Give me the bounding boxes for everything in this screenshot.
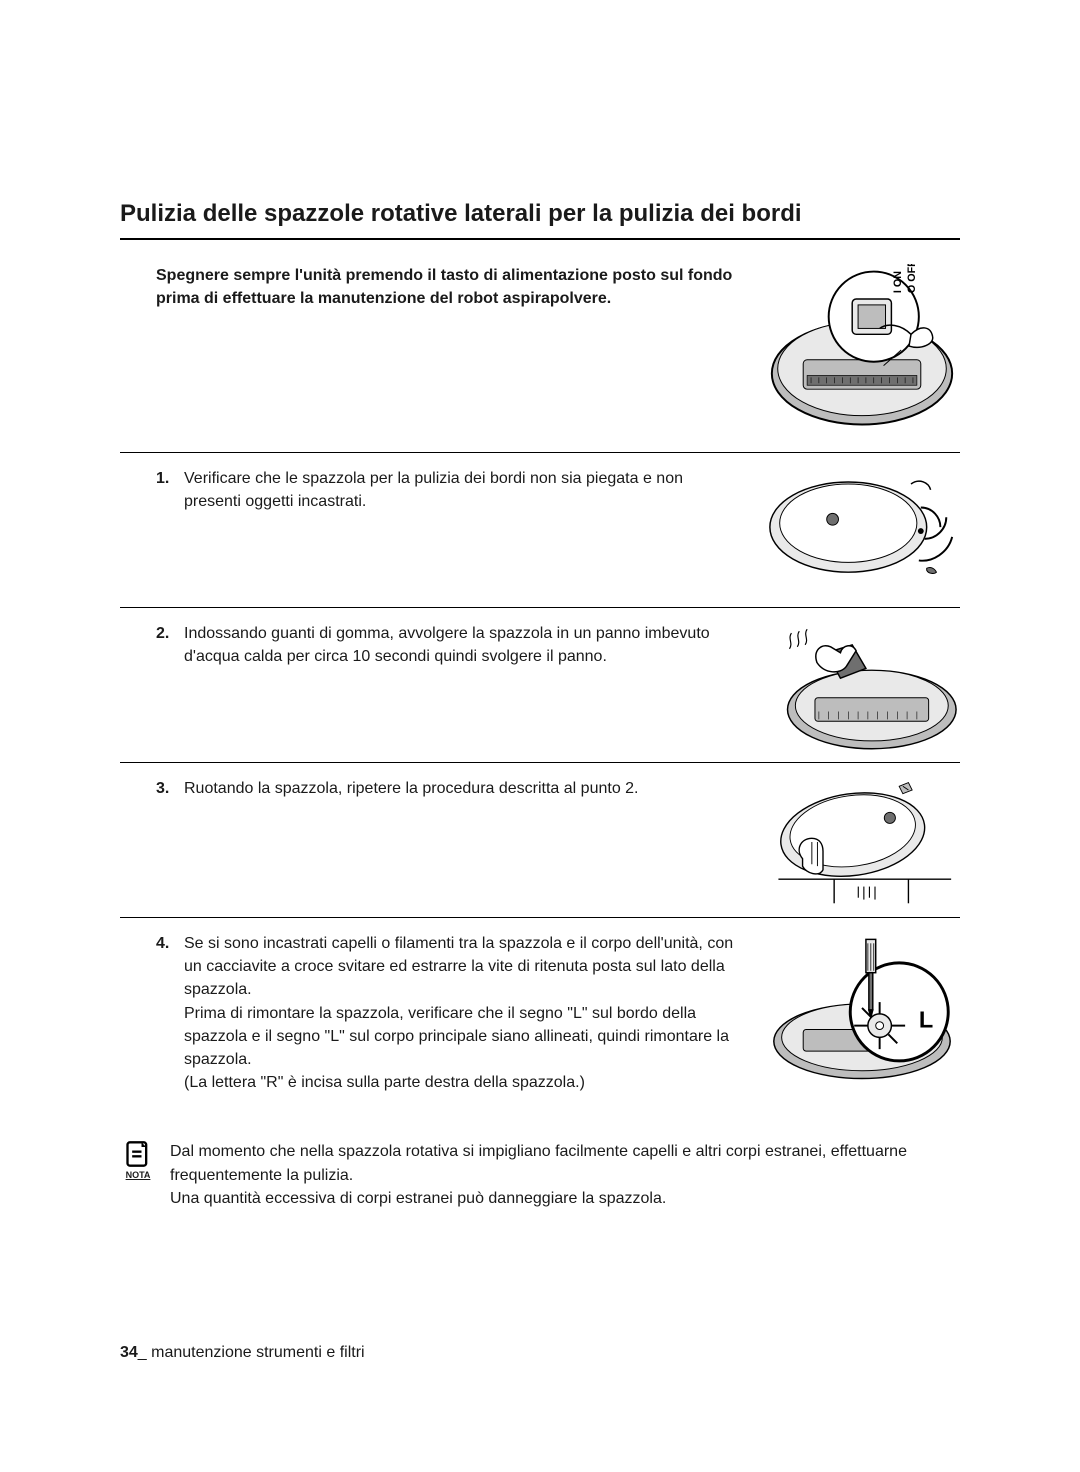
- page-number: 34: [120, 1344, 138, 1361]
- step-4-text: 4. Se si sono incastrati capelli o filam…: [156, 932, 740, 1094]
- step-2-num: 2.: [156, 622, 174, 752]
- page-footer: 34_ manutenzione strumenti e filtri: [120, 1344, 365, 1362]
- step-4-body: Se si sono incastrati capelli o filament…: [184, 932, 740, 1094]
- illustration-step-2: [764, 622, 960, 752]
- step-2-body: Indossando guanti di gomma, avvolgere la…: [184, 622, 740, 752]
- step-2-text: 2. Indossando guanti di gomma, avvolgere…: [156, 622, 740, 752]
- illustration-step-1: [764, 467, 960, 597]
- step-4-num: 4.: [156, 932, 174, 1094]
- step-2: 2. Indossando guanti di gomma, avvolgere…: [120, 622, 960, 752]
- title-rule: [120, 238, 960, 240]
- note-block: NOTA Dal momento che nella spazzola rota…: [120, 1140, 960, 1210]
- step-3: 3. Ruotando la spazzola, ripetere la pro…: [120, 777, 960, 907]
- switch-on-label: I ON: [892, 271, 904, 293]
- footer-sep: _: [138, 1344, 151, 1361]
- step-3-text: 3. Ruotando la spazzola, ripetere la pro…: [156, 777, 740, 907]
- step-3-body: Ruotando la spazzola, ripetere la proced…: [184, 777, 639, 907]
- step-4: 4. Se si sono incastrati capelli o filam…: [120, 932, 960, 1094]
- switch-off-label: O OFF: [906, 264, 918, 293]
- note-label: NOTA: [126, 1170, 151, 1180]
- warning-text: Spegnere sempre l'unità premendo il tast…: [156, 264, 740, 434]
- illustration-step-4: L: [764, 932, 960, 1082]
- illustration-step-3: [764, 777, 960, 907]
- warning-row: Spegnere sempre l'unità premendo il tast…: [120, 264, 960, 434]
- section-title: Pulizia delle spazzole rotative laterali…: [120, 200, 960, 228]
- step-rule-2: [120, 607, 960, 608]
- footer-section: manutenzione strumenti e filtri: [151, 1344, 364, 1361]
- note-text: Dal momento che nella spazzola rotativa …: [170, 1140, 960, 1210]
- step-rule-4: [120, 917, 960, 918]
- step-rule-1: [120, 452, 960, 453]
- note-icon: NOTA: [120, 1140, 156, 1210]
- manual-page: Pulizia delle spazzole rotative laterali…: [0, 0, 1080, 1472]
- illustration-power-switch: I ON O OFF: [764, 264, 960, 434]
- brush-l-mark: L: [919, 1007, 933, 1033]
- step-rule-3: [120, 762, 960, 763]
- step-1-body: Verificare che le spazzola per la pulizi…: [184, 467, 740, 597]
- step-1-text: 1. Verificare che le spazzola per la pul…: [156, 467, 740, 597]
- step-3-num: 3.: [156, 777, 174, 907]
- step-1: 1. Verificare che le spazzola per la pul…: [120, 467, 960, 597]
- step-1-num: 1.: [156, 467, 174, 597]
